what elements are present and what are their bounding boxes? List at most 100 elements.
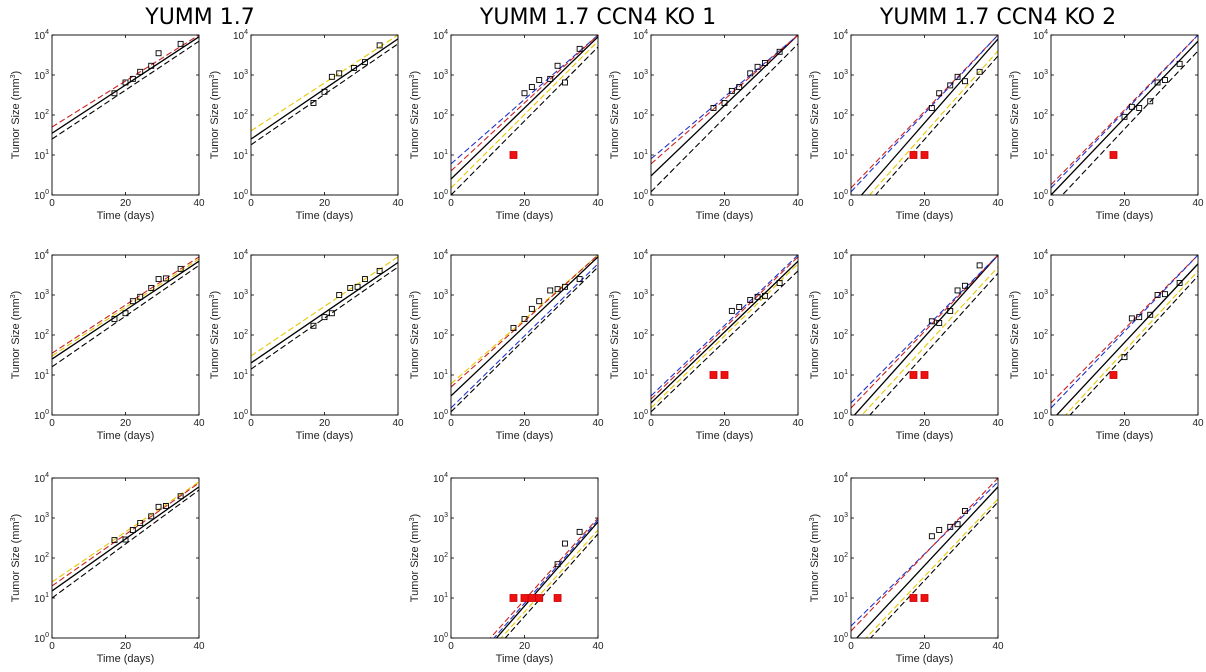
plot-frame <box>250 254 399 416</box>
x-axis-label: Time (days) <box>296 430 354 442</box>
panel-r1c6: 0 20 40 100 101 102 103 104 Time (days) Tumor Siz… <box>1009 29 1204 222</box>
data-point <box>111 537 118 544</box>
y-tick-label: 102 <box>34 109 49 122</box>
fit-line-3 <box>651 35 798 165</box>
x-tick-label: 40 <box>193 641 205 652</box>
data-point <box>155 276 162 283</box>
data-point <box>947 307 954 314</box>
x-tick-label: 20 <box>919 198 931 209</box>
data-point <box>1121 113 1128 120</box>
fit-line-3 <box>851 255 998 404</box>
fit-line-4 <box>500 529 598 638</box>
x-tick-label: 40 <box>792 198 804 209</box>
y-axis-label: Tumor Size (mm3) <box>1009 71 1021 159</box>
data-point <box>576 45 583 52</box>
fit-line-5 <box>874 55 998 195</box>
y-tick-label: 100 <box>233 189 248 202</box>
data-point <box>361 59 368 66</box>
y-axis-label: Tumor Size (mm3) <box>809 514 821 602</box>
y-tick-label: 101 <box>233 369 248 382</box>
data-point <box>1176 280 1183 286</box>
y-tick-label: 101 <box>433 592 448 605</box>
y-tick-label: 101 <box>34 369 49 382</box>
data-point <box>736 84 743 90</box>
y-axis-label: Tumor Size (mm3) <box>609 291 621 379</box>
y-tick-label: 102 <box>34 329 49 342</box>
y-axis-label: Tumor Size (mm3) <box>10 291 22 379</box>
y-tick-label: 102 <box>633 329 648 342</box>
y-tick-label: 102 <box>433 552 448 565</box>
data-point <box>129 75 136 82</box>
plot-frame <box>51 254 200 416</box>
fit-line-2 <box>251 35 398 132</box>
fit-line-2 <box>851 255 998 409</box>
x-tick-label: 0 <box>1048 418 1054 429</box>
y-tick-label: 101 <box>833 149 848 162</box>
y-tick-label: 103 <box>34 512 49 525</box>
data-point <box>1161 291 1168 298</box>
group-title-ko2: YUMM 1.7 CCN4 KO 2 <box>879 5 1116 30</box>
y-tick-label: 102 <box>1033 329 1048 342</box>
x-axis-label: Time (days) <box>496 653 554 665</box>
panel-r2c3: 0 20 40 100 101 102 103 104 Time (days) Tumor Siz… <box>409 249 604 442</box>
x-tick-label: 20 <box>1119 418 1131 429</box>
fit-line-4 <box>52 489 199 599</box>
fit-line-2 <box>52 481 199 583</box>
data-point <box>122 536 129 543</box>
y-axis-label: Tumor Size (mm3) <box>609 71 621 159</box>
data-point <box>137 68 144 75</box>
y-tick-label: 102 <box>433 329 448 342</box>
plot-frame <box>850 477 999 639</box>
data-point <box>1128 103 1135 110</box>
fit-line-4 <box>651 263 798 409</box>
data-point <box>521 90 528 97</box>
y-tick-label: 100 <box>833 632 848 645</box>
fit-line-2 <box>1051 35 1198 186</box>
panel-r2c1: 0 20 40 100 101 102 103 104 Time (days) Tumor Siz… <box>10 249 205 442</box>
panel-r3c5: 0 20 40 100 101 102 103 104 Time (days) Tumor Siz… <box>809 472 1004 665</box>
y-axis-label: Tumor Size (mm3) <box>409 291 421 379</box>
x-axis-label: Time (days) <box>496 430 554 442</box>
data-point <box>961 78 968 85</box>
panel-r3c1: 0 20 40 100 101 102 103 104 Time (days) Tumor Siz… <box>10 472 205 665</box>
data-point <box>761 292 768 299</box>
data-point <box>162 503 169 509</box>
fit-line-1 <box>651 260 798 404</box>
x-tick-label: 0 <box>648 198 654 209</box>
data-point <box>1154 292 1161 298</box>
data-point <box>361 276 368 283</box>
y-axis-label: Tumor Size (mm3) <box>409 71 421 159</box>
fit-line-3 <box>851 35 998 193</box>
x-tick-label: 20 <box>319 418 331 429</box>
x-tick-label: 0 <box>1048 198 1054 209</box>
data-point <box>1136 105 1143 111</box>
data-point <box>776 48 783 55</box>
fit-line-4 <box>1061 50 1198 195</box>
fit-line-3 <box>52 482 199 587</box>
y-tick-label: 103 <box>833 512 848 525</box>
x-tick-label: 20 <box>120 418 132 429</box>
y-tick-label: 101 <box>433 369 448 382</box>
data-point <box>936 320 943 326</box>
fit-line-3 <box>251 43 398 146</box>
x-tick-label: 0 <box>448 198 454 209</box>
fit-line-3 <box>451 35 598 172</box>
data-point <box>561 283 568 290</box>
fit-line-4 <box>651 43 798 193</box>
data-point <box>947 82 954 89</box>
x-tick-label: 0 <box>848 198 854 209</box>
x-tick-label: 0 <box>49 418 55 429</box>
y-tick-label: 100 <box>633 409 648 422</box>
data-point <box>122 310 129 317</box>
y-tick-label: 102 <box>833 552 848 565</box>
x-tick-label: 0 <box>448 418 454 429</box>
y-tick-label: 102 <box>233 109 248 122</box>
data-point <box>111 316 118 323</box>
fit-line-2 <box>52 35 199 128</box>
plot-frame <box>450 477 599 639</box>
y-tick-label: 100 <box>633 189 648 202</box>
y-tick-label: 103 <box>34 289 49 302</box>
data-point <box>376 267 383 274</box>
x-tick-label: 40 <box>193 418 205 429</box>
